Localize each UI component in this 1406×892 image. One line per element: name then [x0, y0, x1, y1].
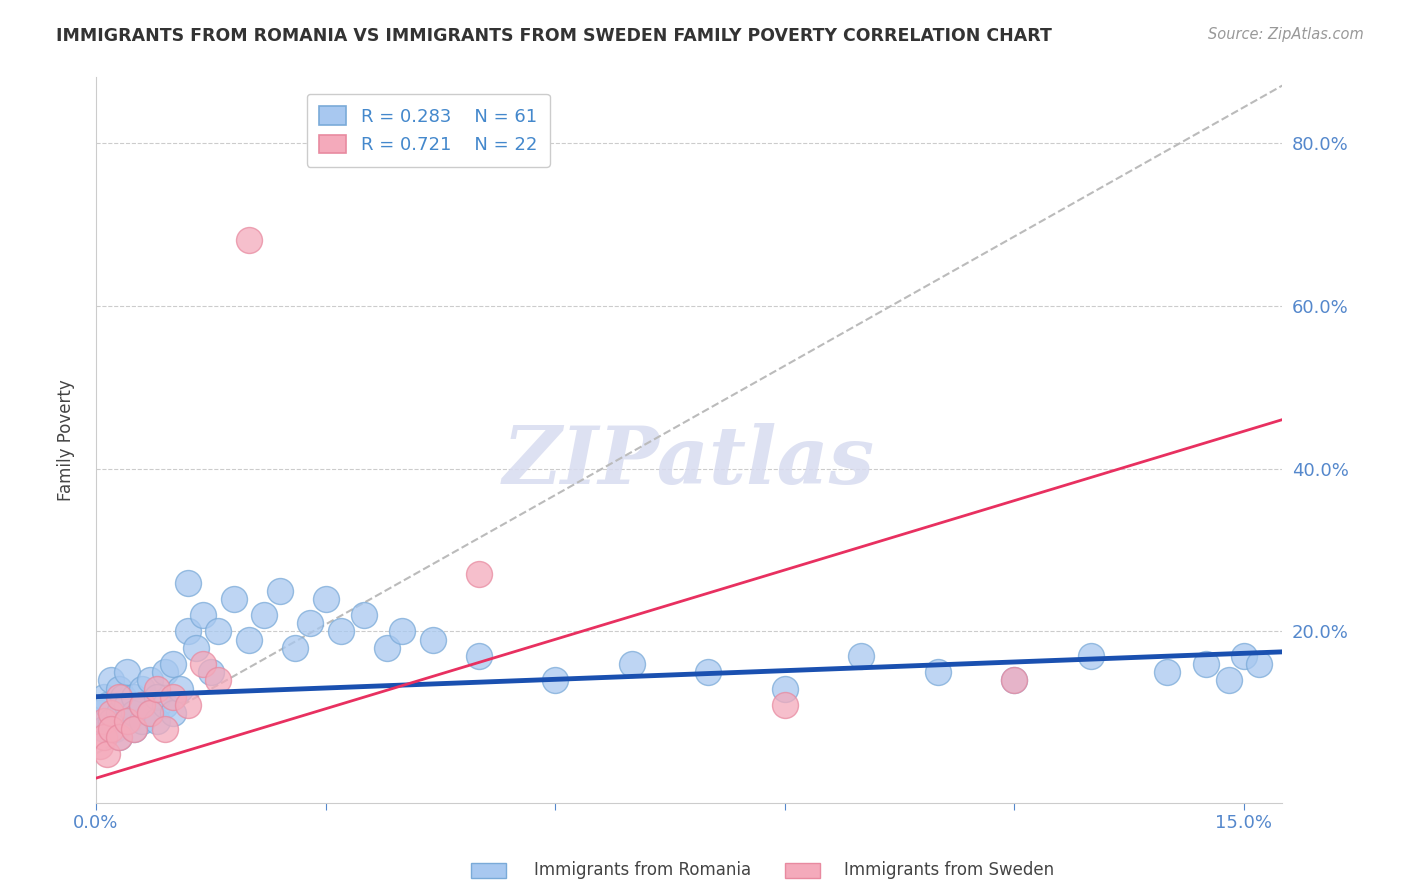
Point [93, 690, 115, 704]
Point [697, 665, 720, 680]
Point [138, 706, 160, 720]
Point [177, 575, 200, 590]
Point [124, 723, 146, 737]
Point [115, 714, 138, 728]
Point [238, 234, 260, 248]
Point [773, 681, 796, 696]
Point [329, 624, 352, 639]
Point [169, 681, 191, 696]
Point [108, 706, 131, 720]
Point [153, 665, 176, 680]
Point [138, 673, 160, 688]
Point [131, 698, 153, 712]
Point [162, 706, 184, 720]
Text: ZIPatlas: ZIPatlas [503, 423, 875, 500]
Point [191, 657, 214, 671]
Point [184, 640, 207, 655]
Point [353, 608, 375, 623]
Point [100, 714, 122, 728]
Point [100, 673, 122, 688]
Point [89, 706, 111, 720]
Point [467, 567, 489, 582]
Point [108, 690, 131, 704]
Point [96, 698, 118, 712]
Point [100, 723, 122, 737]
Point [100, 706, 122, 720]
Point [153, 723, 176, 737]
Text: Immigrants from Sweden: Immigrants from Sweden [844, 861, 1053, 879]
Point [284, 640, 307, 655]
Point [146, 690, 169, 704]
Point [191, 608, 214, 623]
Legend: R = 0.283    N = 61, R = 0.721    N = 22: R = 0.283 N = 61, R = 0.721 N = 22 [307, 94, 550, 167]
Point [1233, 648, 1256, 663]
Point [1002, 673, 1025, 688]
Point [111, 690, 134, 704]
Point [238, 632, 260, 647]
Point [124, 706, 146, 720]
Y-axis label: Family Poverty: Family Poverty [58, 379, 75, 501]
Point [1156, 665, 1178, 680]
Point [93, 723, 115, 737]
Point [253, 608, 276, 623]
Point [93, 714, 115, 728]
Text: IMMIGRANTS FROM ROMANIA VS IMMIGRANTS FROM SWEDEN FAMILY POVERTY CORRELATION CHA: IMMIGRANTS FROM ROMANIA VS IMMIGRANTS FR… [56, 27, 1052, 45]
Point [391, 624, 413, 639]
Point [207, 624, 229, 639]
Point [467, 648, 489, 663]
Point [177, 624, 200, 639]
Point [177, 698, 200, 712]
Point [115, 698, 138, 712]
Point [851, 648, 873, 663]
Point [207, 673, 229, 688]
Point [93, 731, 115, 745]
Point [96, 747, 118, 761]
Point [115, 714, 138, 728]
Point [315, 591, 337, 606]
Point [1249, 657, 1271, 671]
Point [108, 731, 131, 745]
Point [927, 665, 949, 680]
Point [108, 731, 131, 745]
Point [1002, 673, 1025, 688]
Point [146, 681, 169, 696]
Text: Immigrants from Romania: Immigrants from Romania [534, 861, 751, 879]
Point [153, 698, 176, 712]
Point [138, 706, 160, 720]
Point [1218, 673, 1240, 688]
Point [89, 739, 111, 753]
Point [115, 665, 138, 680]
Point [269, 583, 291, 598]
Point [146, 714, 169, 728]
Point [1195, 657, 1218, 671]
Point [131, 681, 153, 696]
Point [131, 698, 153, 712]
Point [108, 681, 131, 696]
Point [620, 657, 643, 671]
Point [162, 690, 184, 704]
Point [131, 714, 153, 728]
Point [299, 616, 322, 631]
Point [124, 723, 146, 737]
Point [104, 723, 127, 737]
Text: Source: ZipAtlas.com: Source: ZipAtlas.com [1208, 27, 1364, 42]
Point [544, 673, 567, 688]
Point [222, 591, 245, 606]
Point [375, 640, 398, 655]
Point [124, 690, 146, 704]
Point [1080, 648, 1102, 663]
Point [162, 657, 184, 671]
Point [200, 665, 222, 680]
Point [773, 698, 796, 712]
Point [422, 632, 444, 647]
